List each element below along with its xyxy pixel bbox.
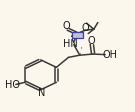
Text: N: N xyxy=(38,87,45,98)
Text: Abs: Abs xyxy=(71,32,85,38)
FancyBboxPatch shape xyxy=(72,32,83,38)
Text: HO: HO xyxy=(5,80,20,90)
Text: HN: HN xyxy=(63,39,77,49)
Text: O: O xyxy=(62,21,70,31)
Text: ,’: ,’ xyxy=(78,47,83,56)
Text: O: O xyxy=(88,36,96,46)
Text: O: O xyxy=(82,23,90,32)
Text: OH: OH xyxy=(102,50,117,60)
